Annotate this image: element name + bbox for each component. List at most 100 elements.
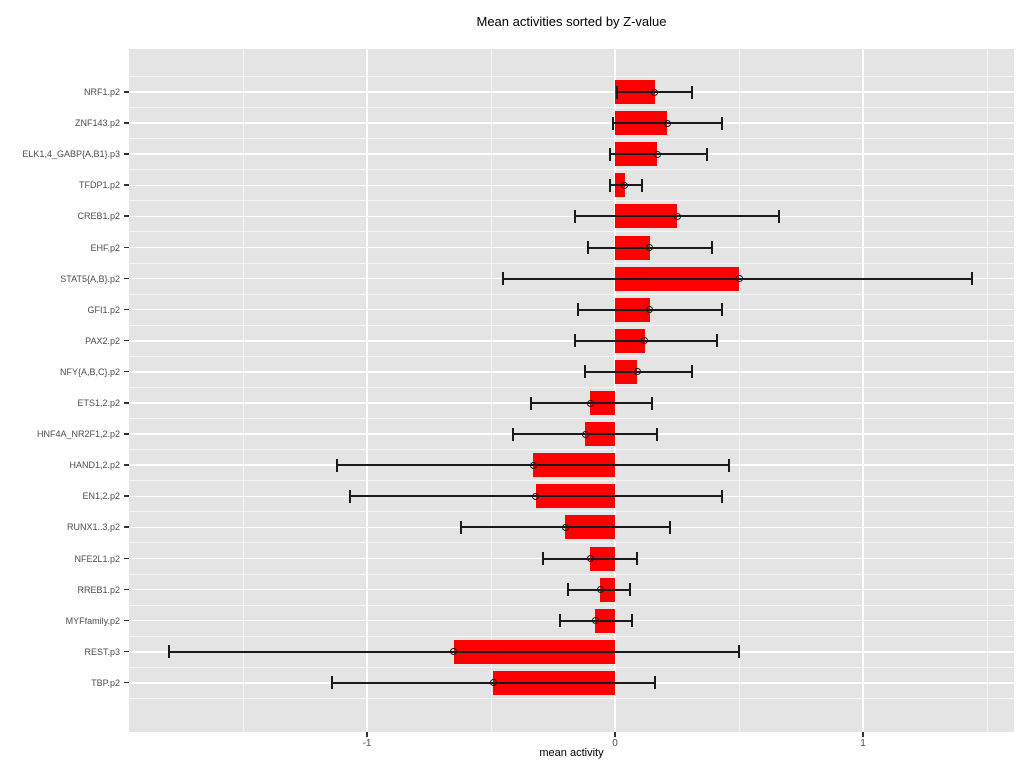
grid-major-vertical (614, 49, 616, 732)
error-bar-cap (705, 147, 708, 161)
grid-minor-horizontal (129, 231, 1014, 233)
y-tick-label: HNF4A_NR2F1,2.p2 (36, 429, 120, 440)
grid-minor-horizontal (129, 262, 1014, 264)
y-tick-label: NFE2L1.p2 (74, 553, 120, 564)
grid-minor-horizontal (129, 604, 1014, 606)
error-bar-cap (576, 303, 579, 317)
y-axis-tick (124, 246, 129, 248)
mean-marker (586, 399, 594, 407)
y-axis-tick (124, 184, 129, 186)
grid-minor-horizontal (129, 355, 1014, 357)
error-bar-cap (584, 365, 587, 379)
error-bar-cap (559, 614, 562, 628)
y-axis-tick (124, 619, 129, 622)
grid-minor-vertical (738, 49, 740, 732)
grid-major-horizontal (129, 122, 1014, 124)
grid-minor-horizontal (129, 107, 1014, 109)
grid-minor-horizontal (129, 418, 1014, 420)
y-tick-label: RUNX1..3.p2 (66, 522, 120, 533)
y-tick-label: ELK1,4_GABP{A,B1}.p3 (22, 149, 120, 160)
error-bar-cap (651, 396, 654, 410)
grid-minor-horizontal (129, 697, 1014, 699)
y-tick-label: MYFfamily.p2 (65, 615, 120, 626)
grid-minor-horizontal (129, 293, 1014, 295)
error-bar-cap (720, 303, 723, 317)
mean-marker (581, 430, 589, 438)
mean-marker (641, 337, 649, 345)
x-axis-title: mean activity (539, 747, 604, 759)
grid-minor-vertical (986, 49, 988, 732)
grid-minor-horizontal (129, 138, 1014, 140)
error-bar-cap (631, 614, 634, 628)
y-tick-label: NFY{A,B,C}.p2 (59, 366, 120, 377)
mean-marker (561, 523, 569, 531)
error-bar-cap (512, 427, 515, 441)
y-tick-label: RREB1.p2 (77, 584, 120, 595)
x-tick-label: 1 (860, 738, 866, 749)
error-bar-cap (971, 272, 974, 286)
y-axis-tick (124, 277, 129, 280)
y-tick-label: PAX2.p2 (85, 335, 120, 346)
y-axis-tick (124, 153, 129, 155)
y-axis-tick (124, 308, 129, 311)
mean-marker (591, 617, 599, 625)
x-axis-tick (862, 732, 864, 737)
error-bar-cap (720, 116, 723, 130)
mean-marker (633, 368, 641, 376)
grid-minor-vertical (490, 49, 492, 732)
grid-major-horizontal (129, 184, 1014, 187)
x-tick-label: -1 (362, 738, 372, 749)
error-bar-cap (690, 85, 693, 99)
grid-minor-horizontal (129, 480, 1014, 482)
y-tick-label: NRF1.p2 (83, 87, 120, 97)
grid-major-horizontal (129, 246, 1014, 249)
y-axis-tick (124, 464, 129, 466)
chart-title: Mean activities sorted by Z-value (476, 14, 667, 29)
y-axis-tick (124, 650, 129, 653)
error-bar-cap (609, 178, 612, 192)
y-tick-label: EN1,2.p2 (82, 491, 120, 502)
y-axis-tick (124, 495, 129, 497)
mean-marker (586, 555, 594, 562)
mean-marker (596, 586, 604, 594)
mean-marker (646, 244, 654, 251)
error-bar-cap (566, 583, 569, 597)
mean-marker (735, 275, 743, 283)
grid-minor-horizontal (129, 75, 1014, 77)
mean-marker (489, 679, 497, 687)
y-axis-tick (124, 433, 129, 435)
y-tick-label: CREB1.p2 (77, 211, 120, 222)
y-axis-tick (124, 339, 129, 342)
grid-minor-horizontal (129, 511, 1014, 513)
y-tick-label: HAND1,2.p2 (69, 460, 120, 471)
error-bar-cap (529, 396, 532, 410)
error-bar-cap (609, 147, 612, 161)
error-bar-cap (728, 458, 731, 472)
grid-minor-horizontal (129, 169, 1014, 171)
y-axis-tick (124, 557, 129, 559)
y-axis-tick (124, 588, 129, 591)
error-bar-cap (574, 334, 577, 348)
mean-marker (653, 150, 661, 158)
error-bar-cap (586, 241, 589, 254)
grid-major-horizontal (129, 91, 1014, 93)
error-bar-cap (690, 365, 693, 379)
mean-marker (529, 461, 537, 469)
mean-marker (646, 306, 654, 314)
grid-minor-vertical (242, 49, 244, 732)
error-bar-cap (331, 676, 334, 690)
grid-major-vertical (366, 49, 368, 732)
mean-marker (673, 212, 681, 220)
grid-minor-horizontal (129, 449, 1014, 451)
y-axis-tick (124, 91, 129, 93)
error-bar-cap (653, 676, 656, 690)
y-tick-label: EHF.p2 (90, 242, 120, 253)
grid-minor-horizontal (129, 542, 1014, 544)
y-tick-label: ZNF143.p2 (74, 118, 120, 129)
grid-minor-horizontal (129, 635, 1014, 637)
error-bar-cap (502, 272, 505, 286)
y-axis-tick (124, 526, 129, 528)
plot-panel (129, 49, 1014, 732)
y-tick-label: REST.p3 (84, 646, 120, 657)
